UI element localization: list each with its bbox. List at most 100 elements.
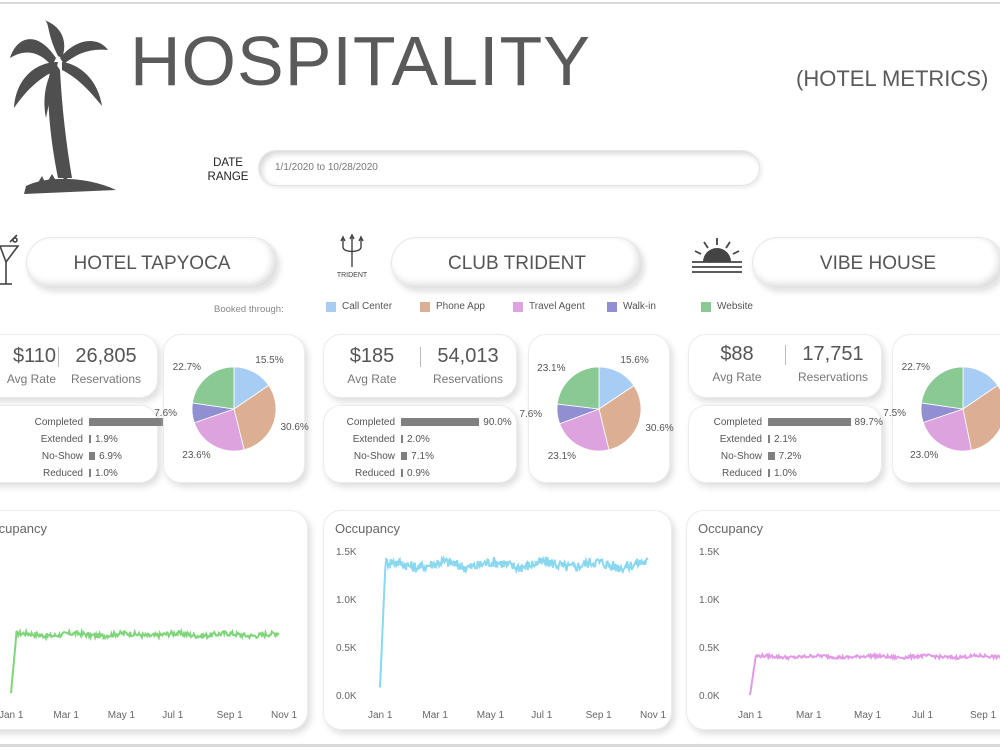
avg-rate-value: $88 xyxy=(720,343,754,365)
x-tick-label: Mar 1 xyxy=(53,710,79,721)
status-card-trident: Completed 90.0% Extended 2.0% No-Show 7.1% Red… xyxy=(323,405,517,483)
kpi-card-tapyoca: $110 Avg Rate 26,805 Reservations xyxy=(0,334,158,398)
pie-slice-label: 23.1% xyxy=(537,362,566,374)
occupancy-card-vibe: Occupancy 1.5K 1.0K 0.5K 0.0K Jan 1 Mar 1 May 1… xyxy=(686,510,1000,730)
legend-label: Website xyxy=(717,301,753,312)
legend-label: Walk-in xyxy=(623,301,656,312)
status-row: No-Show 7.1% xyxy=(324,450,516,463)
legend-title: Booked through: xyxy=(214,304,284,315)
status-label: Reduced xyxy=(721,468,762,479)
y-tick-label: 1.0K xyxy=(336,595,357,606)
occupancy-line-chart xyxy=(379,554,649,688)
reservations-value: 17,751 xyxy=(802,343,864,365)
pie-slice-label: 30.6% xyxy=(645,422,674,434)
pie-slice[interactable] xyxy=(233,384,277,451)
status-row: No-Show 6.9% xyxy=(0,450,157,463)
occupancy-title: Occupancy xyxy=(335,521,401,536)
x-tick-label: Mar 1 xyxy=(796,710,822,721)
x-tick-label: Sep 1 xyxy=(216,710,243,721)
y-tick-label: 1.5K xyxy=(336,547,357,558)
occupancy-series-line xyxy=(10,627,280,694)
avg-rate-value: $110 xyxy=(12,345,56,367)
status-label: Reduced xyxy=(354,468,395,479)
vibe-house-button[interactable]: VIBE HOUSE xyxy=(752,237,1000,289)
y-tick-label: 1.0K xyxy=(699,595,720,606)
occupancy-title: Occupancy xyxy=(698,521,764,536)
pie-slice-label: 22.7% xyxy=(901,362,931,374)
status-bar xyxy=(401,418,480,426)
kpi-divider xyxy=(420,347,421,367)
legend-label: Call Center xyxy=(342,301,393,312)
booking-pie-chart xyxy=(191,366,277,452)
status-label: Completed xyxy=(346,417,395,428)
y-tick-label: 1.5K xyxy=(699,547,720,558)
page-title: HOSPITALITY xyxy=(130,22,591,100)
x-tick-label: Nov 1 xyxy=(640,710,667,721)
occupancy-title: Occupancy xyxy=(0,521,48,536)
status-label: Reduced xyxy=(42,468,83,479)
x-tick-label: Jan 1 xyxy=(738,710,763,721)
sunset-icon xyxy=(692,238,742,273)
pie-slice[interactable] xyxy=(920,366,964,410)
x-tick-label: Nov 1 xyxy=(271,710,298,721)
occupancy-card-trident: Occupancy 1.5K 1.0K 0.5K 0.0K Jan 1 Mar 1 May 1… xyxy=(323,510,672,730)
top-border xyxy=(0,2,1000,4)
status-value: 2.0% xyxy=(407,434,430,445)
pie-slice[interactable] xyxy=(598,385,642,451)
reservations-value: 54,013 xyxy=(437,345,499,367)
kpi-card-vibe: $88 Avg Rate 17,751 Reservations xyxy=(688,334,882,398)
legend-item-walk-in: Walk-in xyxy=(607,301,656,312)
x-tick-label: Jan 1 xyxy=(0,710,24,721)
occupancy-card-tapyoca: Occupancy Jan 1 Mar 1 May 1 Jul 1 Sep 1 Nov 1 xyxy=(0,510,308,730)
pie-slice[interactable] xyxy=(191,366,235,410)
legend-item-call-center: Call Center xyxy=(326,301,392,312)
pie-card-vibe: 23.0% 7.5% 22.7% xyxy=(883,334,1000,483)
y-tick-label: 0.0K xyxy=(336,691,357,702)
status-bar xyxy=(401,469,403,477)
status-bar xyxy=(768,435,770,443)
status-label: Extended xyxy=(40,434,83,445)
reservations-label: Reservations xyxy=(432,372,504,386)
status-row: No-Show 7.2% xyxy=(689,450,881,463)
x-tick-label: Jan 1 xyxy=(368,710,393,721)
pie-slice-label: 22.7% xyxy=(172,362,202,374)
pie-slice-label: 30.6% xyxy=(280,422,309,434)
legend-swatch xyxy=(607,301,617,312)
x-tick-label: May 1 xyxy=(476,710,505,721)
pie-slice-label: 15.6% xyxy=(620,355,649,367)
status-bar xyxy=(401,452,408,460)
x-tick-label: Jul 1 xyxy=(912,710,934,721)
date-range-field[interactable]: 1/1/2020 to 10/28/2020 xyxy=(258,150,760,186)
x-tick-label: Jul 1 xyxy=(531,710,553,721)
legend-swatch xyxy=(701,301,711,312)
status-bar xyxy=(401,435,403,443)
reservations-label: Reservations xyxy=(797,370,869,384)
x-tick-label: May 1 xyxy=(854,710,882,721)
legend-label: Phone App xyxy=(436,301,485,312)
pie-slice[interactable] xyxy=(193,408,245,452)
club-trident-button[interactable]: CLUB TRIDENT xyxy=(391,237,643,289)
status-value: 2.1% xyxy=(774,434,797,445)
pie-slice[interactable] xyxy=(962,384,1000,451)
avg-rate-label: Avg Rate xyxy=(6,372,56,386)
hotel-tapyoca-button[interactable]: HOTEL TAPYOCA xyxy=(26,237,278,289)
booking-pie-chart xyxy=(556,366,642,452)
x-tick-label: Sep 1 xyxy=(585,710,612,721)
avg-rate-label: Avg Rate xyxy=(347,372,397,386)
date-range-label: DATE RANGE xyxy=(207,157,249,183)
y-tick-label: 0.5K xyxy=(336,643,357,654)
status-bar xyxy=(89,435,91,443)
status-row: Reduced 1.0% xyxy=(689,467,881,480)
bottom-border xyxy=(0,744,1000,747)
status-label: Completed xyxy=(713,417,762,428)
pie-slice[interactable] xyxy=(556,366,600,410)
status-row: Completed 89.7% xyxy=(689,416,883,429)
status-bar xyxy=(89,418,169,426)
pie-slice-label: 15.5% xyxy=(255,355,284,367)
status-bar xyxy=(89,469,91,477)
kpi-divider xyxy=(785,345,786,365)
pie-slice[interactable] xyxy=(922,408,972,452)
y-tick-label: 0.0K xyxy=(699,691,720,702)
